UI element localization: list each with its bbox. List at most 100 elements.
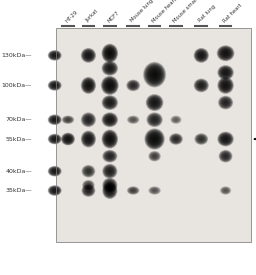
Ellipse shape — [103, 183, 117, 199]
Ellipse shape — [127, 116, 140, 124]
Ellipse shape — [221, 135, 230, 144]
Ellipse shape — [195, 80, 207, 91]
Ellipse shape — [221, 187, 230, 194]
Ellipse shape — [102, 77, 118, 94]
Ellipse shape — [128, 81, 138, 89]
Ellipse shape — [50, 116, 59, 123]
Ellipse shape — [102, 150, 117, 163]
Ellipse shape — [104, 132, 115, 146]
Ellipse shape — [62, 133, 74, 145]
Ellipse shape — [48, 134, 61, 144]
Ellipse shape — [48, 81, 61, 90]
Ellipse shape — [146, 112, 163, 127]
Ellipse shape — [220, 97, 231, 108]
Ellipse shape — [48, 114, 62, 125]
Ellipse shape — [219, 66, 232, 79]
Ellipse shape — [106, 116, 114, 123]
Ellipse shape — [103, 183, 116, 198]
Ellipse shape — [220, 68, 231, 77]
Ellipse shape — [127, 186, 140, 195]
Ellipse shape — [148, 132, 161, 146]
Ellipse shape — [129, 82, 137, 89]
Ellipse shape — [104, 184, 116, 197]
Ellipse shape — [222, 81, 230, 90]
Ellipse shape — [145, 64, 165, 86]
Ellipse shape — [50, 187, 59, 194]
Ellipse shape — [104, 180, 116, 191]
Ellipse shape — [49, 51, 60, 60]
Ellipse shape — [84, 51, 93, 59]
Ellipse shape — [169, 133, 183, 145]
Ellipse shape — [82, 78, 95, 93]
Ellipse shape — [217, 45, 234, 61]
Text: Jurkat: Jurkat — [85, 9, 99, 23]
Ellipse shape — [147, 113, 162, 127]
Ellipse shape — [104, 184, 116, 197]
Ellipse shape — [106, 81, 113, 89]
Ellipse shape — [62, 116, 73, 123]
Ellipse shape — [85, 135, 92, 143]
Ellipse shape — [220, 186, 231, 195]
Ellipse shape — [102, 112, 118, 127]
Ellipse shape — [49, 81, 61, 90]
Ellipse shape — [84, 186, 93, 194]
Ellipse shape — [84, 167, 93, 175]
Ellipse shape — [194, 48, 209, 63]
Ellipse shape — [81, 48, 96, 63]
Ellipse shape — [82, 185, 94, 196]
Ellipse shape — [81, 112, 96, 127]
Ellipse shape — [81, 48, 95, 62]
Ellipse shape — [50, 82, 59, 89]
Ellipse shape — [81, 77, 96, 94]
Ellipse shape — [220, 151, 231, 161]
Ellipse shape — [84, 167, 93, 175]
Ellipse shape — [103, 62, 116, 74]
Ellipse shape — [196, 135, 206, 143]
Ellipse shape — [104, 79, 116, 92]
Ellipse shape — [128, 187, 139, 194]
Ellipse shape — [172, 135, 180, 143]
Ellipse shape — [105, 47, 115, 59]
Ellipse shape — [171, 135, 180, 143]
Ellipse shape — [83, 181, 93, 189]
Ellipse shape — [103, 113, 117, 126]
Ellipse shape — [104, 151, 116, 161]
Ellipse shape — [103, 62, 116, 74]
Bar — [56, 28, 251, 242]
Ellipse shape — [196, 134, 207, 144]
Ellipse shape — [219, 47, 232, 59]
Ellipse shape — [196, 135, 206, 143]
Ellipse shape — [103, 45, 117, 61]
Ellipse shape — [64, 135, 72, 143]
Text: 35kDa—: 35kDa— — [5, 188, 32, 193]
Ellipse shape — [82, 165, 95, 177]
Ellipse shape — [217, 46, 234, 61]
Ellipse shape — [128, 187, 138, 194]
Ellipse shape — [105, 166, 115, 176]
Ellipse shape — [221, 152, 230, 160]
Ellipse shape — [195, 80, 208, 91]
Ellipse shape — [106, 182, 113, 189]
Ellipse shape — [197, 81, 206, 89]
Ellipse shape — [219, 150, 232, 162]
Ellipse shape — [51, 168, 59, 174]
Ellipse shape — [51, 82, 59, 88]
Ellipse shape — [218, 132, 233, 146]
Ellipse shape — [49, 186, 60, 195]
Ellipse shape — [84, 116, 92, 124]
Ellipse shape — [51, 188, 58, 193]
Ellipse shape — [105, 153, 114, 160]
Ellipse shape — [127, 80, 140, 91]
Ellipse shape — [221, 69, 230, 76]
Ellipse shape — [82, 132, 94, 146]
Ellipse shape — [83, 79, 94, 92]
Ellipse shape — [220, 79, 231, 91]
Ellipse shape — [128, 81, 138, 90]
Ellipse shape — [217, 131, 234, 147]
Ellipse shape — [50, 82, 60, 89]
Ellipse shape — [83, 181, 93, 189]
Ellipse shape — [217, 65, 234, 80]
Text: MCF7: MCF7 — [106, 10, 120, 23]
Ellipse shape — [82, 132, 95, 146]
Ellipse shape — [62, 134, 74, 144]
